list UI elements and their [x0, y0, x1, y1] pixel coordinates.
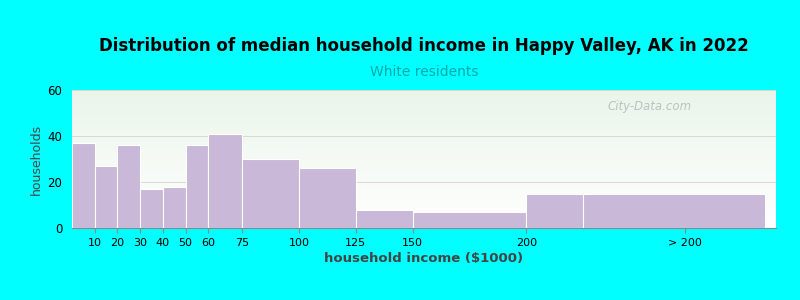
Bar: [140, 189, 163, 228]
Bar: [526, 194, 583, 228]
Bar: [413, 212, 526, 228]
Y-axis label: households: households: [30, 123, 43, 195]
Bar: [163, 187, 186, 228]
Text: City-Data.com: City-Data.com: [607, 100, 691, 113]
Title: Distribution of median household income in Happy Valley, AK in 2022: Distribution of median household income …: [99, 37, 749, 55]
Bar: [583, 194, 765, 228]
Bar: [208, 134, 242, 228]
Bar: [299, 168, 356, 228]
Bar: [356, 210, 413, 228]
Bar: [186, 145, 208, 228]
Text: White residents: White residents: [370, 65, 478, 79]
Bar: [72, 143, 94, 228]
X-axis label: household income ($1000): household income ($1000): [325, 252, 523, 265]
Bar: [118, 145, 140, 228]
Bar: [242, 159, 299, 228]
Bar: [94, 166, 118, 228]
